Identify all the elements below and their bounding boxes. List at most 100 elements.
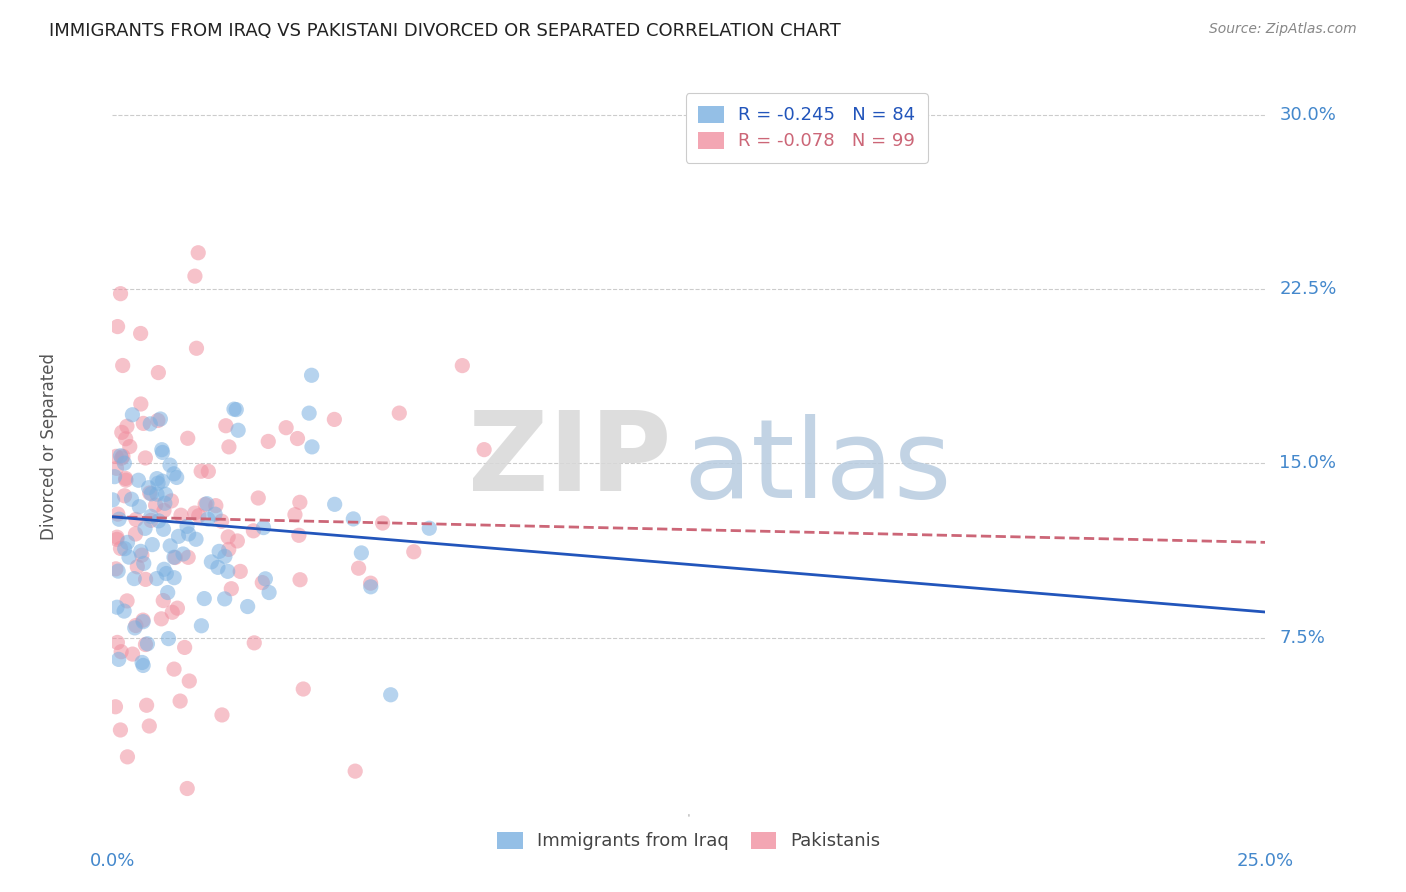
Point (165, 550, 187, 565)
Point (118, 440, 141, 454)
Point (153, 562, 176, 576)
Point (163, 662, 186, 676)
Point (121, 647, 143, 661)
Point (179, 673, 201, 688)
Point (104, 562, 127, 576)
Point (350, 546, 373, 560)
Point (155, 566, 177, 581)
Point (217, 565, 239, 579)
Point (105, 635, 128, 649)
Point (298, 406, 321, 420)
Point (110, 449, 132, 463)
Legend: Immigrants from Iraq, Pakistanis: Immigrants from Iraq, Pakistanis (491, 824, 887, 857)
Point (134, 450, 156, 465)
Point (243, 636, 266, 650)
Point (122, 572, 145, 586)
Point (139, 509, 162, 524)
Point (115, 419, 138, 434)
Point (225, 402, 247, 417)
Point (226, 423, 249, 437)
Point (110, 645, 132, 659)
Point (252, 575, 274, 590)
Point (132, 557, 155, 571)
Text: 7.5%: 7.5% (1279, 629, 1324, 647)
Point (156, 585, 179, 599)
Point (152, 593, 174, 607)
Point (284, 508, 307, 522)
Point (124, 621, 146, 635)
Point (229, 565, 252, 579)
Point (167, 529, 190, 543)
Point (103, 469, 125, 483)
Point (184, 269, 207, 284)
Point (173, 640, 195, 655)
Point (117, 749, 139, 764)
Point (131, 656, 153, 670)
Text: ZIP: ZIP (468, 407, 672, 514)
Point (128, 500, 150, 514)
Point (136, 637, 159, 651)
Point (135, 573, 157, 587)
Point (292, 681, 315, 696)
Point (211, 707, 233, 722)
Point (288, 573, 311, 587)
Point (190, 464, 212, 478)
Point (129, 326, 152, 341)
Point (342, 512, 364, 526)
Point (218, 440, 240, 454)
Point (139, 417, 162, 431)
Point (111, 425, 134, 440)
Point (204, 507, 226, 521)
Point (172, 547, 194, 561)
Point (132, 615, 155, 629)
Point (287, 432, 309, 446)
Point (221, 582, 243, 596)
Point (112, 604, 135, 618)
Point (117, 535, 139, 549)
Point (214, 549, 236, 564)
Point (108, 512, 131, 526)
Text: Divorced or Separated: Divorced or Separated (39, 352, 58, 540)
Point (157, 632, 180, 646)
Point (254, 572, 277, 586)
Point (127, 473, 149, 487)
Point (242, 524, 264, 538)
Point (402, 545, 425, 559)
Point (323, 497, 346, 511)
Point (104, 699, 127, 714)
Point (301, 440, 323, 454)
Point (197, 464, 219, 478)
Point (150, 612, 173, 626)
Point (208, 544, 231, 558)
Point (134, 638, 156, 652)
Point (288, 495, 311, 509)
Point (187, 508, 209, 523)
Point (114, 541, 136, 556)
Point (146, 413, 169, 427)
Point (222, 402, 245, 417)
Point (114, 489, 136, 503)
Point (110, 723, 132, 737)
Point (186, 341, 208, 355)
Point (145, 572, 167, 586)
Point (323, 412, 346, 426)
Point (141, 538, 163, 552)
Point (114, 471, 136, 485)
Point (146, 476, 169, 491)
Point (207, 560, 229, 574)
Point (380, 688, 402, 702)
Point (107, 507, 129, 521)
Point (131, 548, 153, 562)
Point (105, 461, 128, 475)
Point (132, 417, 155, 431)
Point (236, 599, 259, 614)
Point (344, 764, 367, 779)
Text: 0.0%: 0.0% (90, 852, 135, 870)
Text: 22.5%: 22.5% (1279, 280, 1337, 298)
Point (152, 474, 174, 488)
Point (107, 564, 129, 578)
Point (160, 494, 183, 508)
Point (153, 496, 176, 510)
Point (125, 618, 148, 632)
Point (105, 530, 128, 544)
